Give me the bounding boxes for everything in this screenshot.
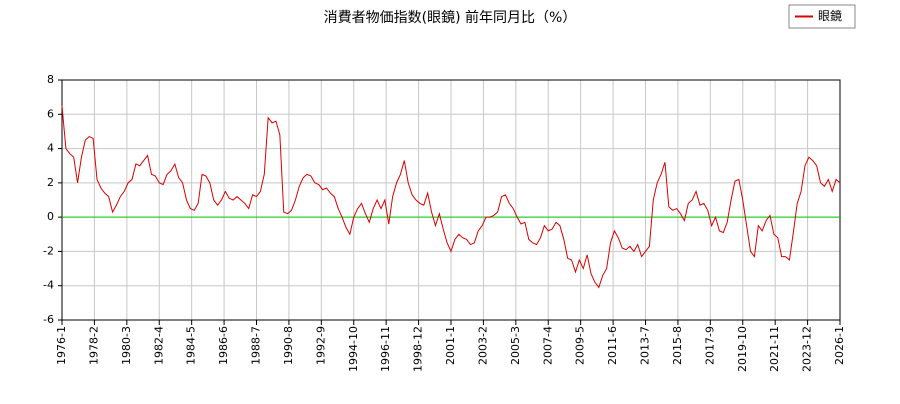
x-tick-label: 2021-11: [768, 326, 781, 372]
x-tick-label: 1996-11: [379, 326, 392, 372]
x-tick-label: 1980-3: [120, 326, 133, 365]
y-tick-label: -4: [43, 279, 54, 292]
y-tick-label: 6: [47, 107, 54, 120]
x-tick-label: 2015-8: [671, 326, 684, 365]
data-line: [61, 105, 841, 289]
x-tick-label: 1984-5: [185, 326, 198, 365]
y-tick-label: 8: [47, 73, 54, 86]
x-tick-label: 2001-1: [444, 326, 457, 365]
x-tick-label: 1998-12: [412, 326, 425, 372]
y-tick-label: 4: [47, 142, 54, 155]
x-tick-label: 1976-1: [55, 326, 68, 365]
x-tick-label: 2017-9: [703, 326, 716, 365]
x-tick-label: 1986-6: [217, 326, 230, 365]
y-tick-label: 0: [47, 210, 54, 223]
x-tick-label: 2005-3: [509, 326, 522, 365]
x-tick-label: 2013-7: [639, 326, 652, 365]
y-tick-label: -6: [43, 313, 54, 326]
y-tick-label: 2: [47, 176, 54, 189]
x-tick-label: 2023-12: [801, 326, 814, 372]
x-tick-label: 2019-10: [736, 326, 749, 372]
x-tick-label: 2003-2: [476, 326, 489, 365]
legend-box: [788, 4, 856, 29]
x-tick-label: 2009-5: [574, 326, 587, 365]
x-tick-label: 2007-4: [541, 326, 554, 365]
x-tick-label: 1982-4: [152, 326, 165, 365]
x-tick-label: 1988-7: [250, 326, 263, 365]
y-tick-label: -2: [43, 244, 54, 257]
legend: 眼鏡: [788, 4, 856, 29]
x-tick-label: 1994-10: [347, 326, 360, 372]
x-tick-label: 1990-8: [282, 326, 295, 365]
x-tick-label: 2011-6: [606, 326, 619, 365]
legend-label: 眼鏡: [818, 8, 842, 23]
x-tick-label: 1978-2: [87, 326, 100, 365]
x-tick-label: 2026-1: [833, 326, 846, 365]
plot-frame: [61, 79, 841, 321]
x-tick-label: 1992-9: [314, 326, 327, 365]
chart-title: 消費者物価指数(眼鏡) 前年同月比（%）: [324, 9, 577, 26]
